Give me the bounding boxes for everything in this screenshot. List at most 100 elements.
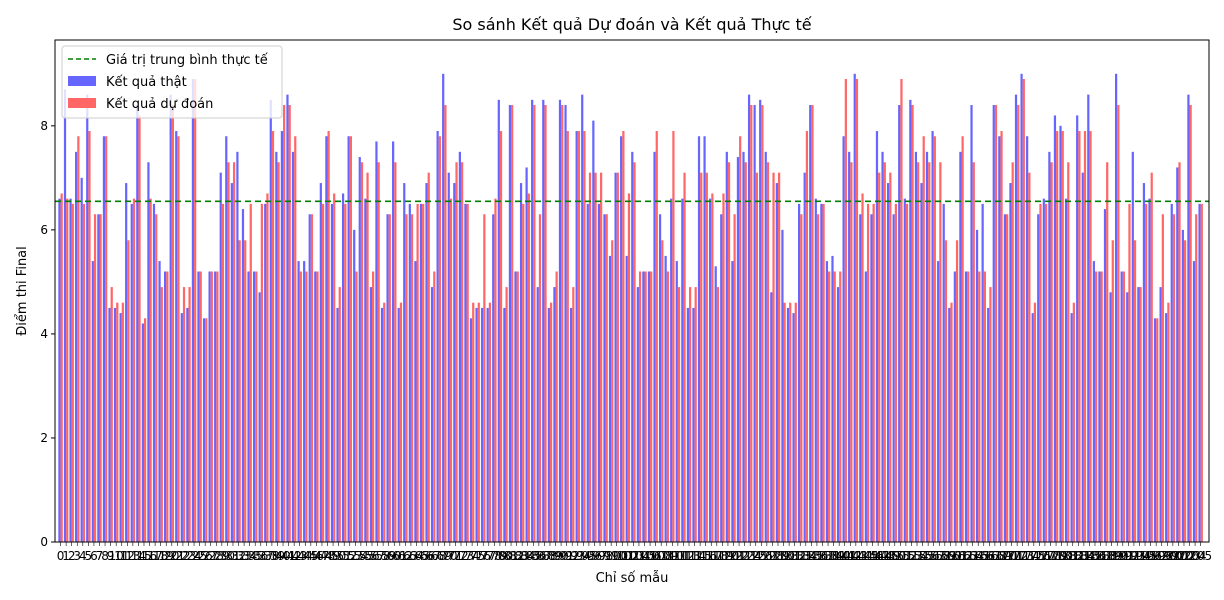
bar-predicted-116 (705, 172, 708, 542)
x-tick-label: 94 (576, 549, 591, 563)
bar-predicted-127 (766, 162, 770, 542)
bar-predicted-87 (544, 105, 547, 542)
bar-predicted-52 (349, 136, 352, 543)
x-tick-label: 165 (967, 549, 990, 563)
x-tick-label: 117 (700, 549, 723, 563)
bar-actual-87 (542, 99, 545, 542)
x-tick-label: 168 (983, 549, 1006, 563)
x-tick-label: 137 (811, 549, 834, 563)
bar-predicted-27 (210, 271, 213, 542)
x-tick-label: 34 (242, 549, 257, 563)
x-tick-label: 198 (1150, 549, 1173, 563)
bar-predicted-24 (194, 79, 197, 543)
bar-actual-2 (69, 198, 72, 542)
bar-predicted-92 (572, 287, 575, 542)
x-tick-label: 145 (856, 549, 879, 563)
bar-predicted-91 (566, 131, 569, 543)
x-tick-label: 178 (1039, 549, 1062, 563)
bar-predicted-57 (377, 162, 380, 542)
legend-actual-swatch (68, 76, 96, 86)
x-tick-label: 76 (476, 549, 491, 563)
bar-predicted-10 (116, 302, 119, 542)
bar-actual-74 (469, 318, 473, 542)
x-tick-label: 122 (728, 549, 751, 563)
x-tick-label: 152 (894, 549, 917, 563)
bar-actual-86 (536, 287, 539, 542)
x-tick-label: 187 (1089, 549, 1112, 563)
bar-actual-153 (909, 99, 912, 542)
x-tick-label: 202 (1173, 549, 1196, 563)
bar-actual-12 (125, 183, 128, 542)
bar-predicted-154 (917, 162, 920, 542)
bar-predicted-3 (77, 136, 80, 543)
plot-frame (54, 39, 1210, 543)
bar-predicted-118 (716, 287, 720, 542)
bar-predicted-21 (177, 136, 180, 543)
x-tick-label: 171 (1000, 549, 1023, 563)
bar-predicted-66 (427, 172, 430, 542)
x-tick-label: 130 (772, 549, 795, 563)
x-tick-label: 58 (375, 549, 390, 563)
x-tick-label: 55 (359, 549, 374, 563)
x-tick-label: 182 (1061, 549, 1084, 563)
x-tick-label: 44 (298, 549, 313, 563)
bar-predicted-71 (455, 162, 458, 542)
x-tick-label: 201 (1167, 549, 1190, 563)
x-tick-label: 30 (220, 549, 235, 563)
bar-actual-162 (959, 151, 962, 542)
x-tick-label: 101 (611, 549, 634, 563)
x-tick-label: 172 (1006, 549, 1029, 563)
x-tick-label: 173 (1011, 549, 1034, 563)
bar-predicted-133 (800, 214, 803, 542)
bar-predicted-130 (783, 302, 786, 542)
bar-actual-61 (397, 307, 400, 542)
bar-predicted-115 (700, 172, 703, 542)
bar-actual-75 (475, 307, 478, 542)
bar-predicted-196 (1150, 172, 1153, 542)
bar-predicted-143 (855, 79, 859, 543)
bar-actual-122 (736, 157, 740, 543)
bar-actual-151 (898, 105, 901, 542)
bar-actual-117 (709, 198, 712, 542)
x-tick-label: 21 (170, 549, 185, 563)
bar-predicted-139 (833, 271, 836, 542)
bar-actual-205 (1198, 203, 1201, 542)
x-tick-label: 87 (537, 549, 552, 563)
x-tick-label: 18 (153, 549, 168, 563)
bar-actual-94 (581, 94, 584, 543)
bar-actual-55 (364, 198, 367, 542)
x-tick-label: 138 (817, 549, 840, 563)
x-tick-label: 144 (850, 549, 873, 563)
x-tick-label: 146 (861, 549, 884, 563)
bar-predicted-197 (1156, 318, 1159, 542)
bar-actual-20 (169, 94, 172, 543)
bar-predicted-75 (477, 302, 480, 542)
bar-predicted-35 (255, 271, 258, 542)
x-tick-label: 102 (616, 549, 639, 563)
x-tick-label: 199 (1156, 549, 1179, 563)
bar-predicted-60 (394, 162, 397, 542)
bar-actual-5 (86, 94, 89, 543)
x-tick-label: 0 (57, 549, 65, 563)
bar-predicted-81 (511, 105, 514, 542)
bar-actual-78 (492, 214, 495, 542)
x-tick-label: 157 (922, 549, 945, 563)
x-tick-label: 3 (73, 549, 81, 563)
bar-actual-120 (725, 151, 728, 542)
x-tick-label: 197 (1145, 549, 1168, 563)
bar-actual-178 (1048, 151, 1051, 542)
x-tick-label: 14 (131, 549, 146, 563)
bar-actual-56 (369, 287, 372, 542)
bar-actual-181 (1064, 198, 1068, 542)
bar-actual-121 (731, 261, 734, 542)
bar-actual-53 (353, 229, 356, 542)
bar-predicted-205 (1200, 203, 1203, 542)
x-tick-label: 35 (248, 549, 263, 563)
x-tick-label: 154 (906, 549, 929, 563)
x-tick-label: 75 (470, 549, 485, 563)
bar-actual-182 (1070, 313, 1073, 542)
x-tick-label: 170 (995, 549, 1018, 563)
bar-actual-143 (853, 73, 856, 542)
bar-predicted-131 (789, 302, 792, 542)
bar-actual-174 (1026, 136, 1029, 543)
